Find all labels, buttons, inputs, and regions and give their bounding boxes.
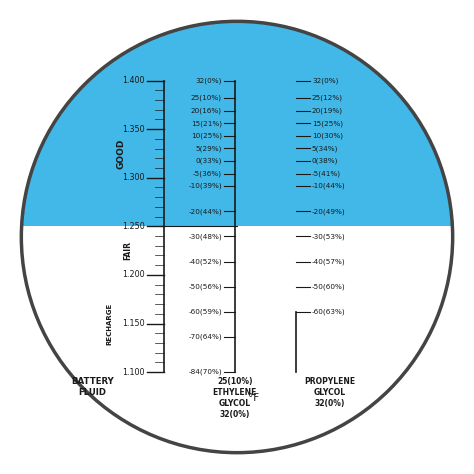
Bar (21, 21, 453, 227)
Text: -50(56%): -50(56%) (188, 283, 222, 290)
Text: -40(52%): -40(52%) (188, 258, 222, 265)
Text: BATTERY
FLUID: BATTERY FLUID (71, 377, 114, 397)
Text: RECHARGE: RECHARGE (106, 302, 112, 345)
Text: -40(57%): -40(57%) (312, 258, 346, 265)
Text: 1.350: 1.350 (122, 125, 145, 134)
Text: 1.300: 1.300 (122, 173, 145, 182)
Text: -84(70%): -84(70%) (188, 369, 222, 375)
Text: -10(39%): -10(39%) (188, 183, 222, 190)
Text: 1.150: 1.150 (122, 319, 145, 328)
Text: -30(53%): -30(53%) (312, 233, 346, 240)
Text: 20(16%): 20(16%) (191, 108, 222, 114)
Text: -70(64%): -70(64%) (188, 334, 222, 340)
Circle shape (21, 21, 453, 453)
Text: 15(25%): 15(25%) (312, 120, 343, 127)
Text: 32(0%): 32(0%) (312, 77, 338, 84)
Text: 15(21%): 15(21%) (191, 120, 222, 127)
Text: 10(25%): 10(25%) (191, 133, 222, 139)
Text: 20(19%): 20(19%) (312, 108, 343, 114)
Text: FAIR: FAIR (124, 241, 132, 260)
Text: -50(60%): -50(60%) (312, 283, 346, 290)
Text: 1.250: 1.250 (122, 222, 145, 231)
Text: 25(12%): 25(12%) (312, 95, 343, 101)
Text: -5(41%): -5(41%) (312, 170, 341, 177)
Text: 5(34%): 5(34%) (312, 145, 338, 152)
Text: 0(38%): 0(38%) (312, 158, 338, 164)
Text: 1.200: 1.200 (122, 271, 145, 279)
Text: 25(10%)
ETHYLENE
GLYCOL
32(0%): 25(10%) ETHYLENE GLYCOL 32(0%) (212, 377, 257, 419)
Text: GOOD: GOOD (117, 138, 125, 169)
Text: -5(36%): -5(36%) (193, 170, 222, 177)
Text: -10(44%): -10(44%) (312, 183, 346, 190)
Text: -60(59%): -60(59%) (188, 309, 222, 315)
Text: -20(49%): -20(49%) (312, 208, 346, 215)
Text: -20(44%): -20(44%) (188, 208, 222, 215)
Text: PROPYLENE
GLYCOL
32(0%): PROPYLENE GLYCOL 32(0%) (304, 377, 355, 408)
Text: 25(10%): 25(10%) (191, 95, 222, 101)
Text: 5(29%): 5(29%) (195, 145, 222, 152)
Text: 1.100: 1.100 (122, 368, 145, 376)
Text: 1.400: 1.400 (122, 76, 145, 85)
Text: -60(63%): -60(63%) (312, 309, 346, 315)
Text: -30(48%): -30(48%) (188, 233, 222, 240)
Text: °F: °F (248, 393, 259, 403)
Text: 32(0%): 32(0%) (195, 77, 222, 84)
Text: 10(30%): 10(30%) (312, 133, 343, 139)
Text: 0(33%): 0(33%) (195, 158, 222, 164)
